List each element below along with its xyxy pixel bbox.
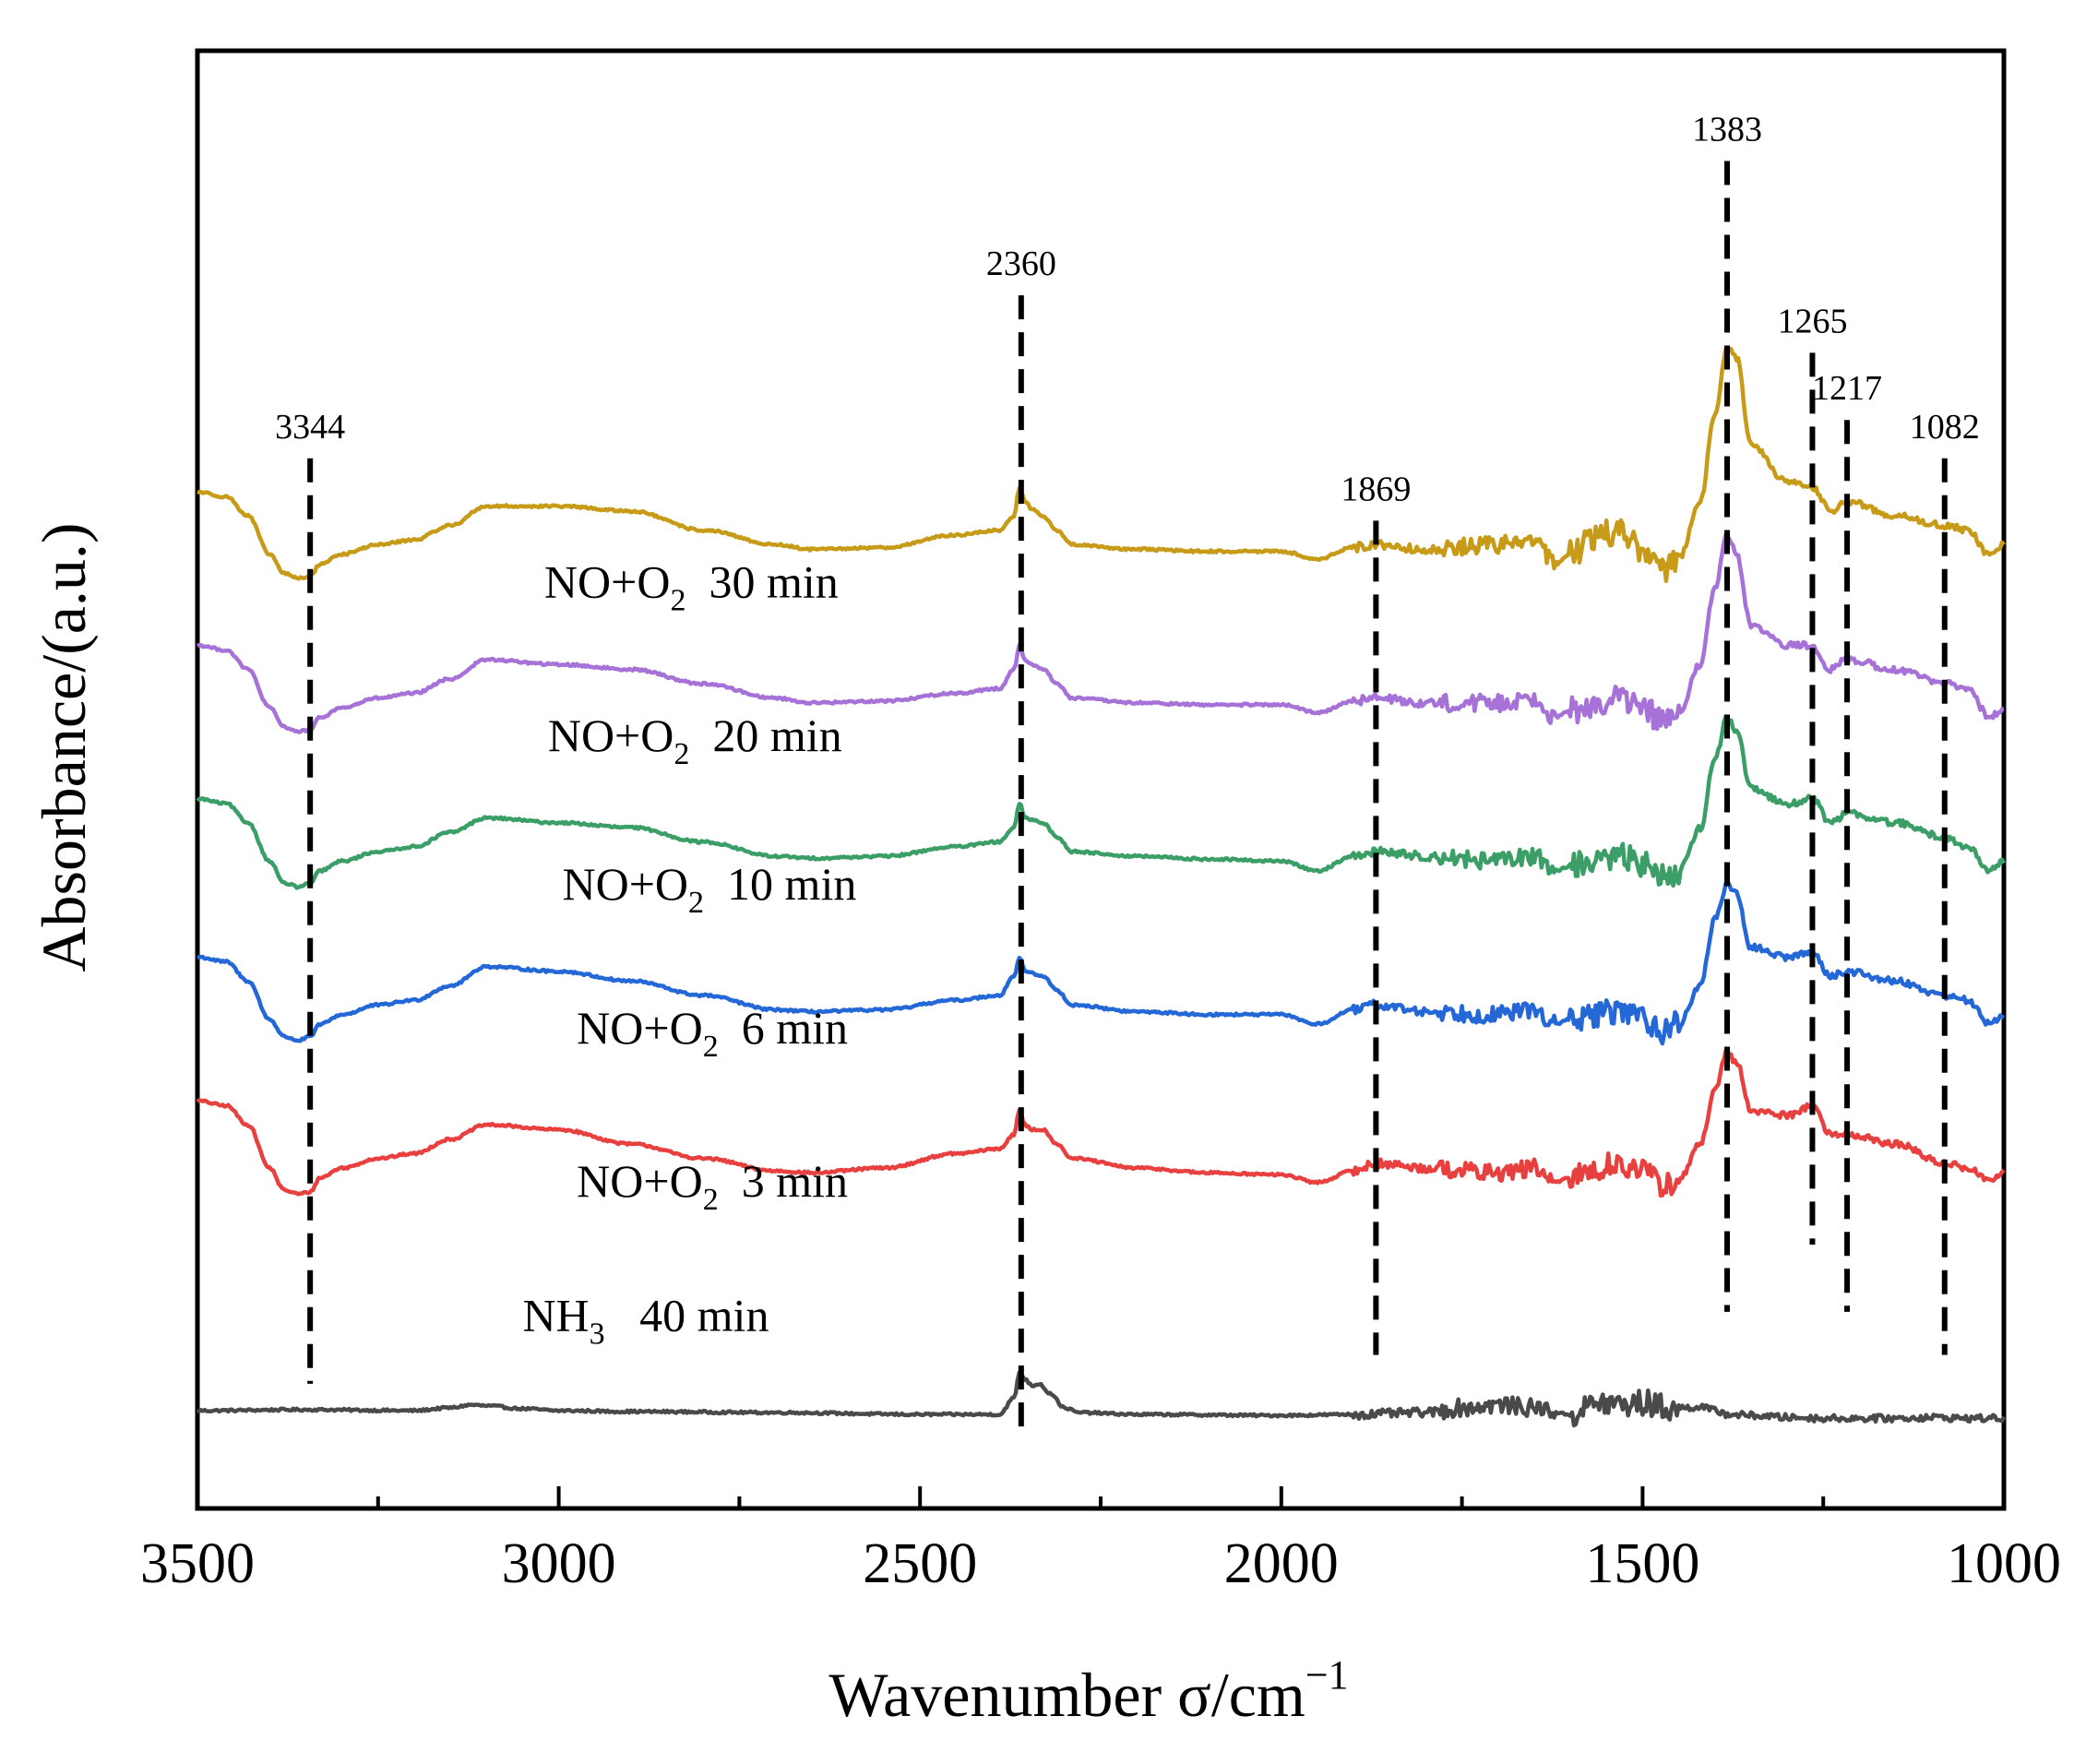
- x-tick-label-2500: 2500: [863, 1532, 977, 1595]
- plot-frame: [195, 48, 2007, 1511]
- series-line-1: [196, 1048, 2006, 1198]
- x-tick-label-3500: 3500: [140, 1532, 255, 1595]
- x-axis-title: Wavenumber σ/cm−1: [828, 1652, 1348, 1730]
- series-line-3: [196, 714, 2007, 890]
- series-line-0: [196, 1370, 2007, 1428]
- peak-label-1383: 1383: [1692, 111, 1762, 149]
- series-label-1: NO+O2 3 min: [577, 1155, 848, 1217]
- peak-label-2360: 2360: [986, 244, 1056, 283]
- x-axis: 3500 3000 2500 2000 1500 1000: [140, 1486, 2061, 1595]
- series-line-5: [197, 346, 2006, 584]
- x-tick-label-3000: 3000: [502, 1532, 616, 1595]
- series-label-4: NO+O2 20 min: [548, 709, 842, 771]
- y-axis-title: Absorbance/(a.u.): [29, 522, 99, 971]
- peak-label-1869: 1869: [1341, 470, 1411, 508]
- series-label-5: NO+O2 30 min: [544, 556, 839, 618]
- series-labels: NH3 40 min NO+O2 3 min NO+O2 6 min NO+O2 10…: [522, 556, 856, 1352]
- series-line-4: [196, 532, 2005, 734]
- series-line-2: [197, 879, 2005, 1046]
- x-tick-label-1000: 1000: [1947, 1532, 2061, 1595]
- x-tick-label-2000: 2000: [1224, 1532, 1339, 1595]
- series-label-3: NO+O2 10 min: [563, 858, 857, 920]
- peak-label-1082: 1082: [1910, 408, 1980, 447]
- x-tick-label-1500: 1500: [1585, 1532, 1699, 1595]
- series-lines: [196, 346, 2007, 1428]
- series-label-0: NH3 40 min: [522, 1290, 769, 1352]
- plot-area: [195, 48, 2007, 1511]
- peak-markers: 3344 2360 1869 1383 1265 1217 1082: [275, 111, 1980, 1437]
- series-label-2: NO+O2 6 min: [577, 1002, 848, 1064]
- peak-label-3344: 3344: [275, 408, 345, 447]
- peak-label-1265: 1265: [1777, 302, 1847, 340]
- peak-label-1217: 1217: [1812, 369, 1882, 408]
